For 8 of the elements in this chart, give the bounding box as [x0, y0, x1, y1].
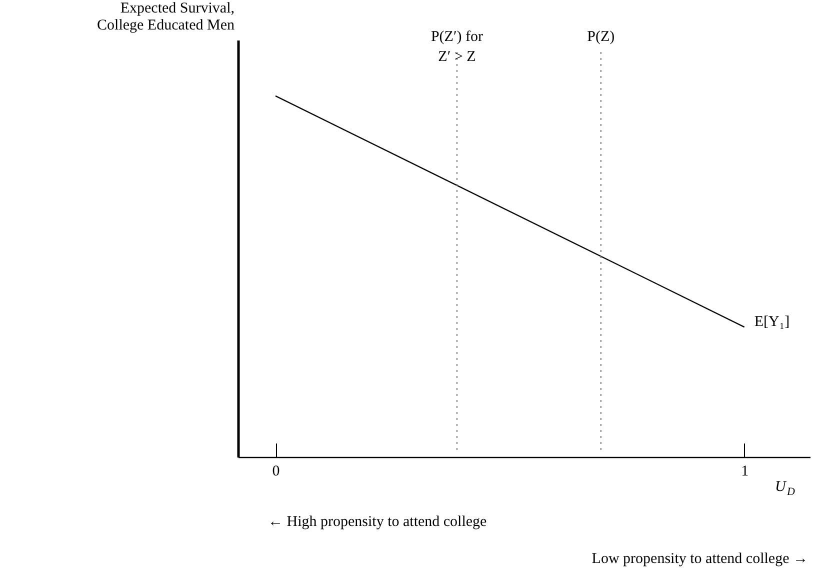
x-tick-label: 1 — [741, 464, 749, 480]
ref-line-label: P(Z) — [587, 29, 615, 45]
series-label: E[Y₁] — [754, 314, 790, 330]
y-axis-title: Expected Survival, College Educated Men — [97, 0, 235, 34]
text: ← High propensity to attend college — [268, 514, 488, 530]
ref-line-label: P(Z′) for Z′ > Z — [430, 29, 483, 65]
text: Low propensity to attend college → — [592, 551, 808, 567]
x-tick-label: 0 — [272, 464, 280, 480]
